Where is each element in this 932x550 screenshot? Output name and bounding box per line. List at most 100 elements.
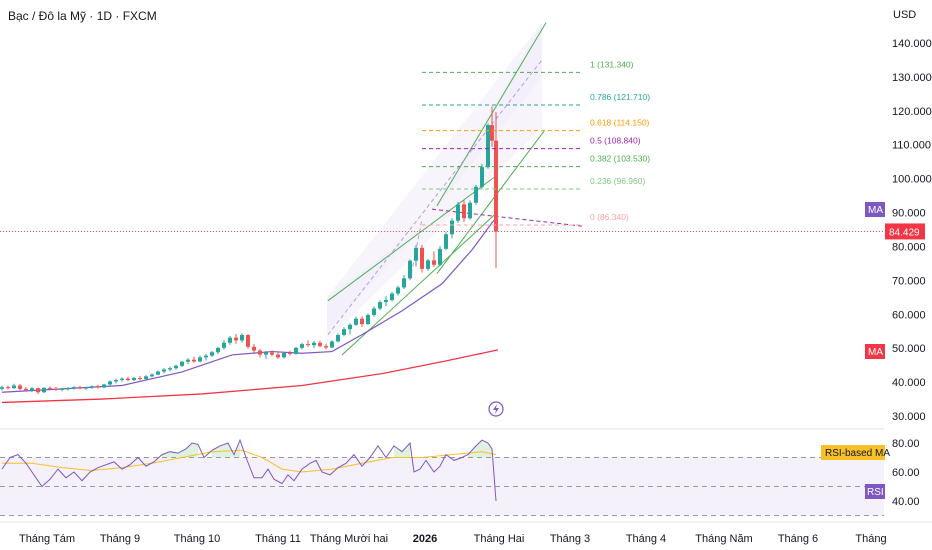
- rsi-tick-label: 40.00: [892, 496, 920, 508]
- last-price-label: 84.429: [889, 227, 920, 238]
- candle-body: [96, 386, 100, 388]
- candle-body: [24, 388, 28, 391]
- channel-line-steep-lower: [436, 130, 545, 274]
- price-tick-label: 140.000: [892, 38, 932, 50]
- candle-body: [490, 125, 494, 141]
- candle-body: [414, 247, 418, 261]
- candle-body: [354, 318, 358, 325]
- candle-body: [474, 186, 478, 203]
- candle-body: [108, 381, 112, 385]
- candle-body: [360, 318, 364, 325]
- candle-body: [12, 385, 16, 389]
- time-tick-label: Tháng Tám: [19, 533, 75, 545]
- candle-body: [204, 355, 208, 358]
- lightning-icon[interactable]: [488, 401, 504, 417]
- candle-body: [306, 344, 310, 346]
- fib-level-label: 0.5 (108.840): [590, 136, 641, 146]
- price-tick-label: 130.000: [892, 72, 932, 84]
- candle-body: [198, 357, 202, 362]
- time-tick-label: Tháng Mười hai: [310, 533, 388, 545]
- candle-body: [468, 202, 472, 219]
- ma-slow-badge: [865, 344, 885, 359]
- rsi-badge: [865, 484, 885, 499]
- candle-body: [234, 337, 238, 341]
- price-tick-label: 110.000: [892, 140, 931, 152]
- moving-average-slow-line: [1, 349, 499, 404]
- price-tick-label: 30.000: [892, 411, 926, 423]
- price-tick-label: 80.000: [892, 241, 926, 253]
- candle-body: [276, 354, 280, 358]
- candle-body: [60, 388, 64, 390]
- candle-body: [180, 361, 184, 366]
- price-axis-layer: 140.000 130.000 120.000 110.000 100.000 90.00…: [892, 38, 932, 508]
- candle-body: [426, 260, 430, 269]
- candle-body: [282, 352, 286, 358]
- price-tick-label: 50.000: [892, 343, 926, 355]
- price-tick-label: 100.000: [892, 174, 932, 186]
- candle-body: [264, 352, 268, 355]
- symbol-title: Bạc / Đô la Mỹ · 1D · FXCM: [8, 9, 157, 23]
- time-tick-label: Tháng: [855, 533, 886, 545]
- time-tick-label: Tháng 3: [550, 533, 590, 545]
- fib-level-label: 0.786 (121.710): [590, 92, 650, 102]
- fibonacci-layer: 1 (131.340) 0.786 (121.710) 0.618 (114.150…: [422, 59, 650, 226]
- candle-body: [192, 359, 196, 362]
- time-tick-label: Tháng 6: [778, 533, 818, 545]
- candle-body: [348, 324, 352, 330]
- candle-body: [174, 365, 178, 369]
- rsi-tick-label: 60.00: [892, 467, 920, 479]
- candle-body: [312, 342, 316, 346]
- price-tick-label: 70.000: [892, 275, 926, 287]
- candle-body: [102, 384, 106, 388]
- candle-body: [222, 342, 226, 348]
- candle-body: [126, 378, 130, 381]
- time-tick-label: Tháng 10: [174, 533, 220, 545]
- candle-body: [78, 387, 82, 389]
- candle-body: [90, 386, 94, 388]
- candle-body: [30, 388, 34, 391]
- candle-body: [114, 380, 118, 382]
- candle-body: [450, 220, 454, 235]
- candle-body: [318, 342, 322, 347]
- rsi-overbought-fill: [162, 451, 170, 458]
- time-tick-label: Tháng Năm: [695, 533, 752, 545]
- rsi-overbought-fill: [186, 443, 192, 458]
- rsi-band-layer: [0, 440, 884, 516]
- currency-label[interactable]: USD: [893, 9, 917, 21]
- candle-body: [156, 371, 160, 375]
- rsi-badge-label: RSI: [867, 487, 884, 498]
- candle-body: [288, 352, 292, 354]
- fib-level-label: 0.236 (96.960): [590, 176, 645, 186]
- fib-level-label: 0.618 (114.150): [590, 118, 650, 128]
- ma-fast-badge-label: MA: [868, 205, 883, 216]
- candle-body: [372, 308, 376, 315]
- time-tick-label: Tháng 9: [100, 533, 140, 545]
- candle-body: [300, 344, 304, 348]
- candle-body: [258, 350, 262, 355]
- candle-body: [18, 385, 22, 389]
- candle-body: [438, 248, 442, 265]
- candles-layer: [0, 106, 498, 394]
- candle-body: [408, 260, 412, 279]
- time-axis-layer: Tháng Tám Tháng 9 Tháng 10 Tháng 11 Tháng Mư…: [19, 533, 887, 545]
- candle-body: [240, 334, 244, 341]
- candle-body: [120, 378, 124, 381]
- time-tick-label: Tháng 11: [255, 533, 301, 545]
- dashed-trend: [431, 208, 583, 227]
- candle-body: [378, 302, 382, 309]
- candle-body: [54, 388, 58, 390]
- candle-body: [402, 278, 406, 288]
- rsi-overbought-fill: [220, 443, 228, 458]
- candle-body: [294, 347, 298, 354]
- candle-body: [366, 314, 370, 325]
- candle-body: [456, 204, 460, 221]
- rsi-overbought-fill: [394, 445, 402, 458]
- candle-body: [228, 337, 232, 343]
- fib-level-label: 0 (86.340): [590, 212, 629, 222]
- dashed-guide: [327, 59, 543, 335]
- candle-body: [132, 378, 136, 381]
- rsi-overbought-fill: [178, 448, 186, 458]
- candle-body: [210, 352, 214, 356]
- candle-body: [216, 347, 220, 353]
